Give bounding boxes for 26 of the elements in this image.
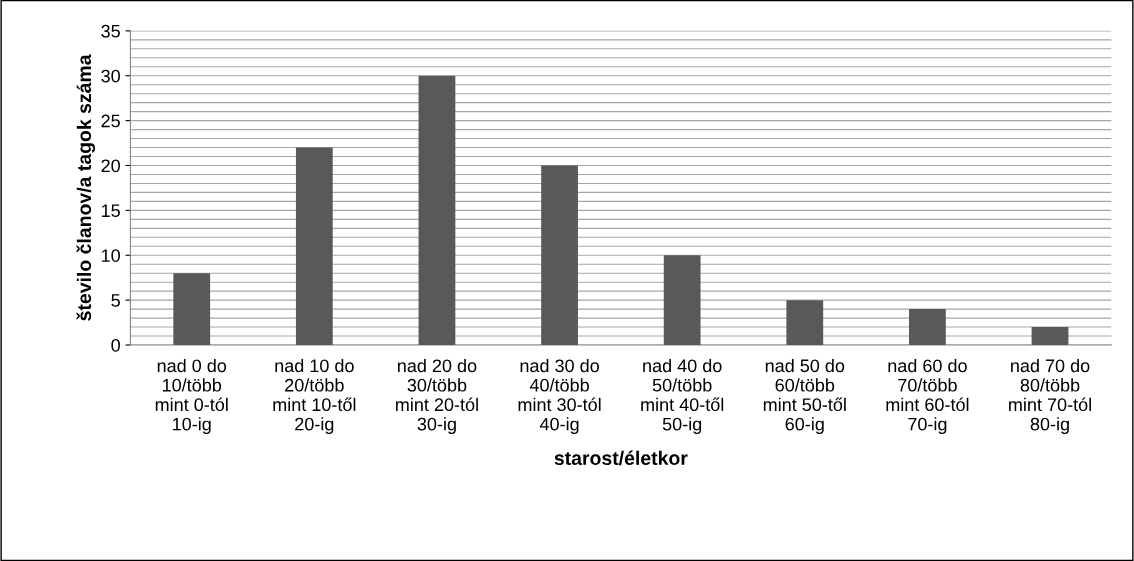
x-tick-label: nad 70 do 80/több mint 70-tól 80-ig (1009, 358, 1091, 435)
bar (909, 309, 946, 346)
x-tick-label: nad 0 do 10/több mint 0-tól 10-ig (155, 358, 228, 435)
bar (786, 300, 824, 346)
x-tick-label: nad 20 do 30/több mint 20-tól 30-ig (396, 358, 478, 435)
bar (541, 165, 578, 346)
x-tick-label: nad 30 do 40/több mint 30-tól 40-ig (518, 358, 601, 435)
y-axis-title: število članov/a tagok száma (76, 54, 96, 321)
x-tick-label: nad 60 do 70/több mint 60-tól 70-ig (886, 358, 969, 435)
y-tick-label: 20 (101, 159, 120, 173)
y-tick-label: 0 (111, 338, 120, 352)
y-tick-label: 35 (101, 24, 120, 38)
y-tick-label: 30 (101, 69, 120, 83)
y-tick-label: 5 (111, 294, 120, 307)
bar (295, 147, 333, 346)
bar (1031, 327, 1069, 346)
x-tick-label: nad 40 do 50/több mint 40-től 50-ig (641, 358, 724, 435)
bar (173, 273, 211, 346)
bar (663, 255, 701, 346)
y-tick-label: 15 (101, 204, 120, 218)
x-tick-label: nad 50 do 60/több mint 50-től 60-ig (763, 358, 846, 435)
bar (418, 75, 456, 346)
y-tick-label: 25 (101, 114, 120, 128)
x-axis-title: starost/életkor (554, 450, 688, 466)
y-tick-label: 10 (101, 249, 120, 262)
x-tick-label: nad 10 do 20/több mint 10-től 20-ig (273, 358, 356, 435)
